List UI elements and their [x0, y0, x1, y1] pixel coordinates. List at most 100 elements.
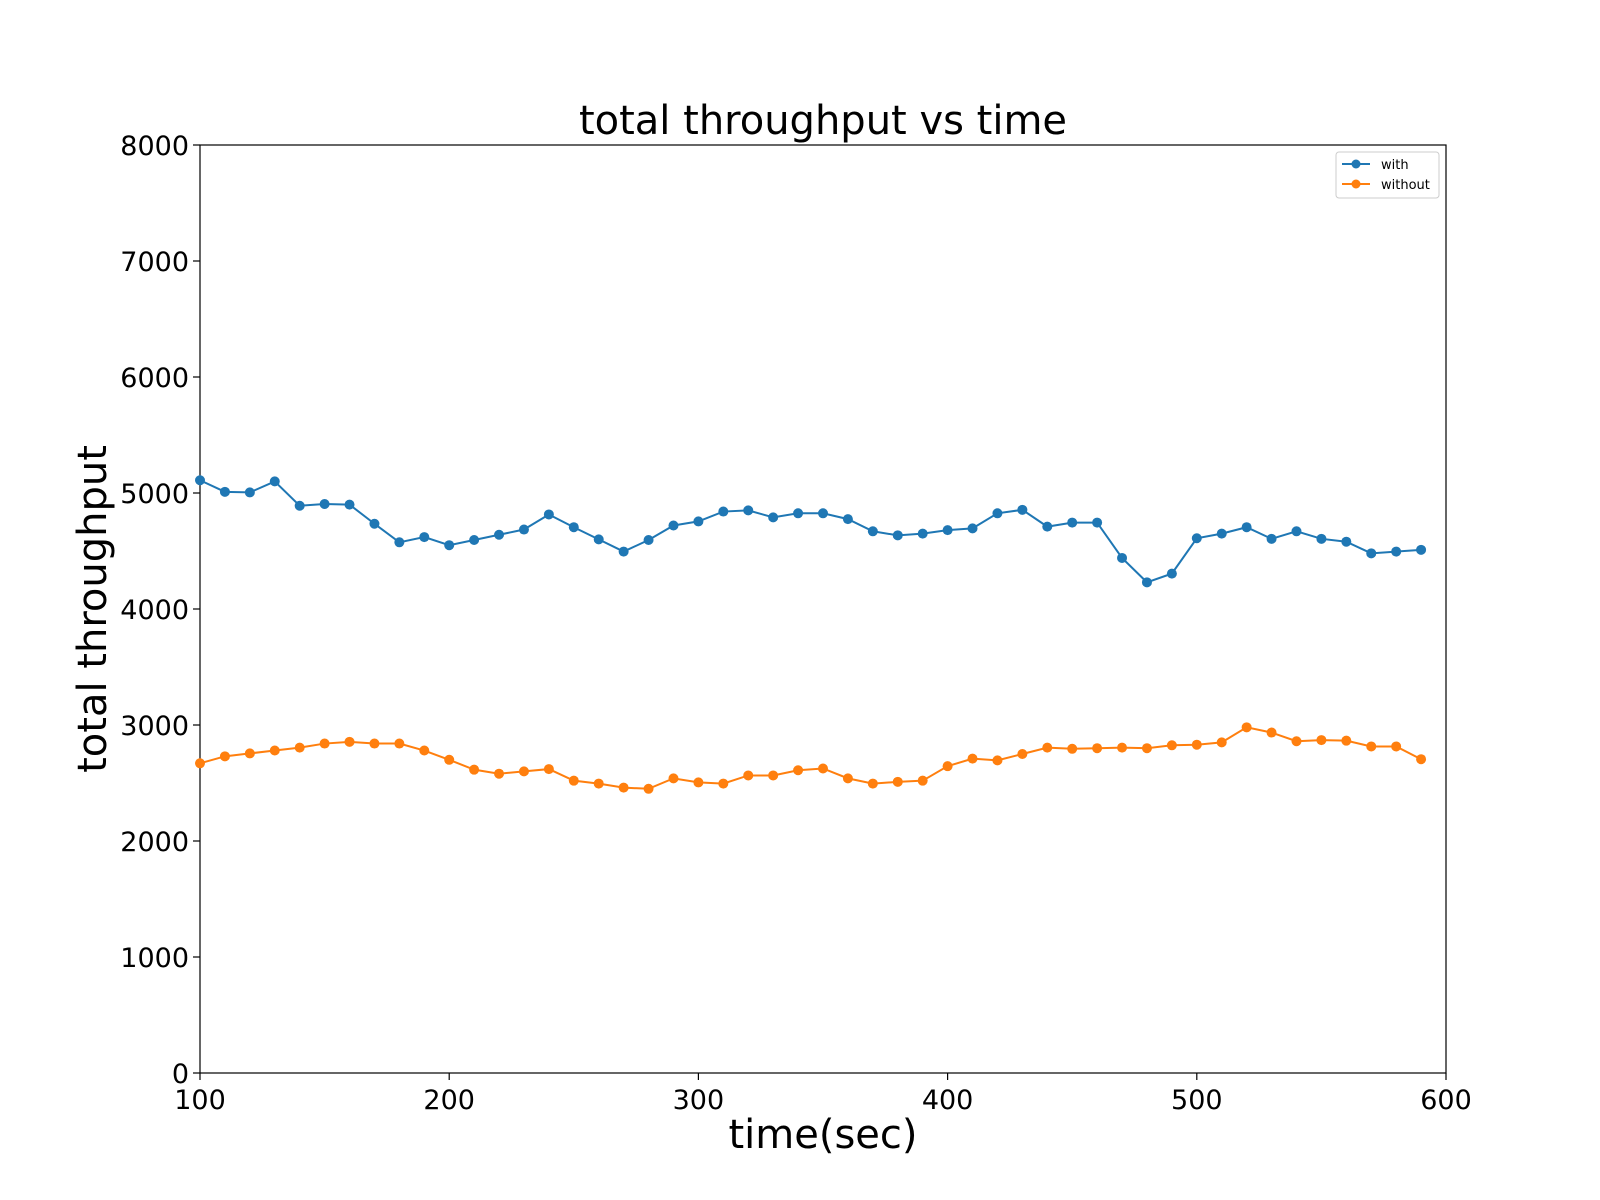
data-point-with [793, 508, 804, 519]
data-point-without [593, 778, 604, 789]
data-point-without [494, 768, 505, 779]
data-point-without [1067, 743, 1078, 754]
data-point-with [1216, 528, 1227, 539]
series-without [195, 722, 1427, 794]
data-point-with [444, 540, 455, 551]
data-point-with [269, 476, 280, 487]
data-point-with [195, 475, 205, 486]
data-point-without [842, 773, 853, 784]
legend-item-without: without [1342, 178, 1430, 193]
data-point-with [1416, 544, 1427, 555]
data-point-with [568, 522, 579, 533]
x-tick-label: 400 [922, 1085, 974, 1116]
series-layer [195, 475, 1427, 794]
data-point-with [1266, 533, 1277, 544]
data-point-without [818, 763, 828, 774]
data-point-with [294, 500, 305, 511]
y-tick-label: 1000 [120, 943, 189, 974]
x-axis-title: time(sec) [728, 1112, 917, 1158]
data-point-without [244, 748, 255, 759]
series-with [195, 475, 1427, 588]
data-point-without [992, 755, 1003, 766]
data-point-without [917, 775, 928, 786]
y-tick-label: 4000 [120, 595, 189, 626]
data-point-with [892, 530, 903, 541]
legend-label-without: without [1381, 178, 1430, 193]
data-point-without [568, 775, 579, 786]
data-point-with [942, 525, 953, 536]
x-tick-label: 500 [1171, 1085, 1223, 1116]
data-point-without [444, 754, 455, 765]
data-point-without [743, 770, 754, 781]
data-point-with [344, 499, 355, 510]
data-point-without [718, 778, 729, 789]
data-point-without [1042, 742, 1053, 753]
data-point-without [344, 736, 355, 747]
y-tick-label: 7000 [120, 247, 189, 278]
data-point-with [518, 524, 529, 535]
data-point-with [593, 534, 604, 545]
series-line-without [199, 726, 1422, 790]
data-point-with [1141, 577, 1152, 588]
data-point-with [693, 516, 704, 527]
data-point-without [518, 766, 529, 777]
data-point-with [469, 534, 480, 545]
series-line-with [199, 479, 1422, 584]
data-point-with [867, 526, 878, 537]
data-point-without [1166, 740, 1177, 751]
data-point-without [1416, 754, 1427, 765]
data-point-without [369, 738, 380, 749]
data-point-without [269, 745, 280, 756]
data-point-without [1191, 739, 1202, 750]
data-point-with [1366, 548, 1377, 559]
data-point-with [1092, 517, 1103, 528]
data-point-without [1316, 735, 1327, 746]
legend-label-with: with [1381, 158, 1409, 173]
plot-border [199, 144, 1447, 1074]
data-point-with [992, 508, 1003, 519]
data-point-with [1042, 521, 1053, 532]
axis-ticks: 100 200 300 400 500 6000100020003000400050006… [120, 131, 1471, 1116]
data-point-with [1166, 568, 1177, 579]
data-point-without [1266, 727, 1277, 738]
y-tick-label: 0 [172, 1059, 189, 1090]
data-point-without [967, 753, 978, 764]
data-point-without [1341, 735, 1352, 746]
data-point-with [618, 546, 629, 557]
data-point-without [1017, 749, 1028, 759]
data-point-with [842, 514, 853, 525]
y-tick-label: 2000 [120, 827, 189, 858]
data-point-with [543, 509, 554, 520]
data-point-without [1092, 743, 1103, 754]
data-point-without [892, 776, 903, 787]
x-tick-label: 600 [1420, 1085, 1472, 1116]
y-tick-label: 8000 [120, 131, 189, 162]
y-tick-label: 6000 [120, 363, 189, 394]
data-point-without [768, 770, 779, 781]
data-point-with [1316, 533, 1327, 544]
data-point-with [668, 520, 679, 531]
data-point-with [1017, 504, 1028, 515]
data-point-without [543, 764, 554, 775]
data-point-with [1391, 546, 1402, 557]
data-point-with [768, 512, 779, 523]
data-point-without [668, 773, 679, 784]
y-tick-label: 3000 [120, 711, 189, 742]
data-point-with [394, 537, 405, 548]
data-point-with [967, 523, 978, 534]
data-point-without [618, 782, 629, 793]
data-point-without [469, 764, 480, 775]
data-point-with [917, 528, 928, 539]
x-tick-label: 200 [423, 1085, 475, 1116]
data-point-without [867, 778, 878, 789]
data-point-without [1241, 722, 1252, 733]
x-tick-label: 100 [174, 1085, 226, 1116]
legend-marker-with [1351, 159, 1361, 169]
data-point-with [1291, 526, 1302, 537]
data-point-with [244, 487, 255, 498]
data-point-without [1391, 741, 1402, 752]
plot-area [199, 144, 1447, 1074]
data-point-with [743, 505, 754, 516]
